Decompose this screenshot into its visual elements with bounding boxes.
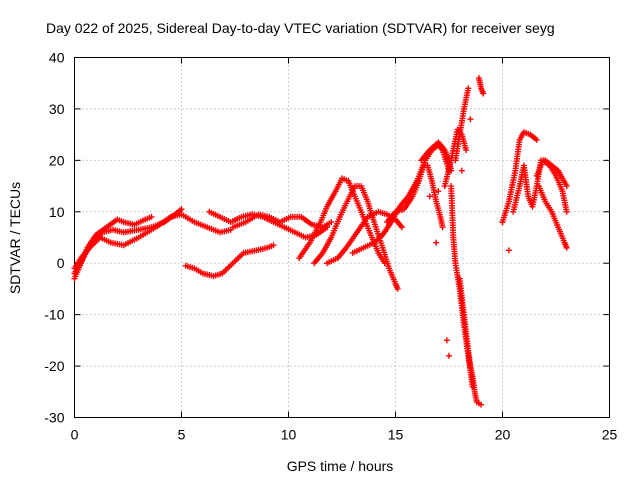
data-point [478, 401, 485, 408]
data-point [443, 337, 450, 344]
y-tick-label: -30 [44, 410, 64, 426]
y-tick-labels: -30 -20 -10 0 10 20 30 40 [44, 50, 64, 426]
grid [74, 57, 610, 418]
data-point [563, 183, 570, 190]
x-tick-label: 20 [495, 427, 511, 443]
data-point [563, 208, 570, 215]
x-tick-labels: 0 5 10 15 20 25 [71, 427, 618, 443]
data-point [426, 193, 433, 200]
x-axis-label: GPS time / hours [287, 458, 394, 474]
y-tick-label: -20 [44, 358, 64, 374]
y-tick-label: 0 [57, 255, 65, 271]
data-point [467, 116, 474, 123]
x-tick-label: 5 [178, 427, 186, 443]
data-point [328, 219, 335, 226]
data-point [435, 188, 442, 195]
y-tick-label: -10 [44, 307, 64, 323]
data-point [178, 206, 185, 213]
x-tick-label: 25 [602, 427, 618, 443]
chart-title: Day 022 of 2025, Sidereal Day-to-day VTE… [46, 20, 555, 36]
data-marks [71, 75, 570, 408]
data-point [505, 247, 512, 254]
y-tick-label: 10 [49, 204, 65, 220]
y-tick-label: 20 [49, 152, 65, 168]
y-tick-label: 30 [49, 101, 65, 117]
data-point [480, 90, 487, 97]
data-point [394, 285, 401, 292]
axis-ticks [74, 57, 610, 418]
data-point [533, 136, 540, 143]
x-tick-label: 0 [71, 427, 79, 443]
data-point [458, 167, 465, 174]
y-axis-label: SDTVAR / TECUs [7, 182, 23, 294]
data-point [463, 147, 470, 154]
data-point [270, 242, 277, 249]
data-point [439, 224, 446, 231]
plot-frame [74, 57, 610, 418]
data-point [469, 383, 476, 390]
data-point [398, 224, 405, 231]
data-point [148, 213, 155, 220]
x-tick-label: 10 [281, 427, 297, 443]
data-point [446, 352, 452, 359]
data-point [563, 244, 570, 251]
data-point [465, 85, 472, 92]
y-tick-label: 40 [49, 50, 65, 66]
x-tick-label: 15 [388, 427, 404, 443]
data-point [499, 219, 506, 226]
data-point [433, 239, 440, 246]
